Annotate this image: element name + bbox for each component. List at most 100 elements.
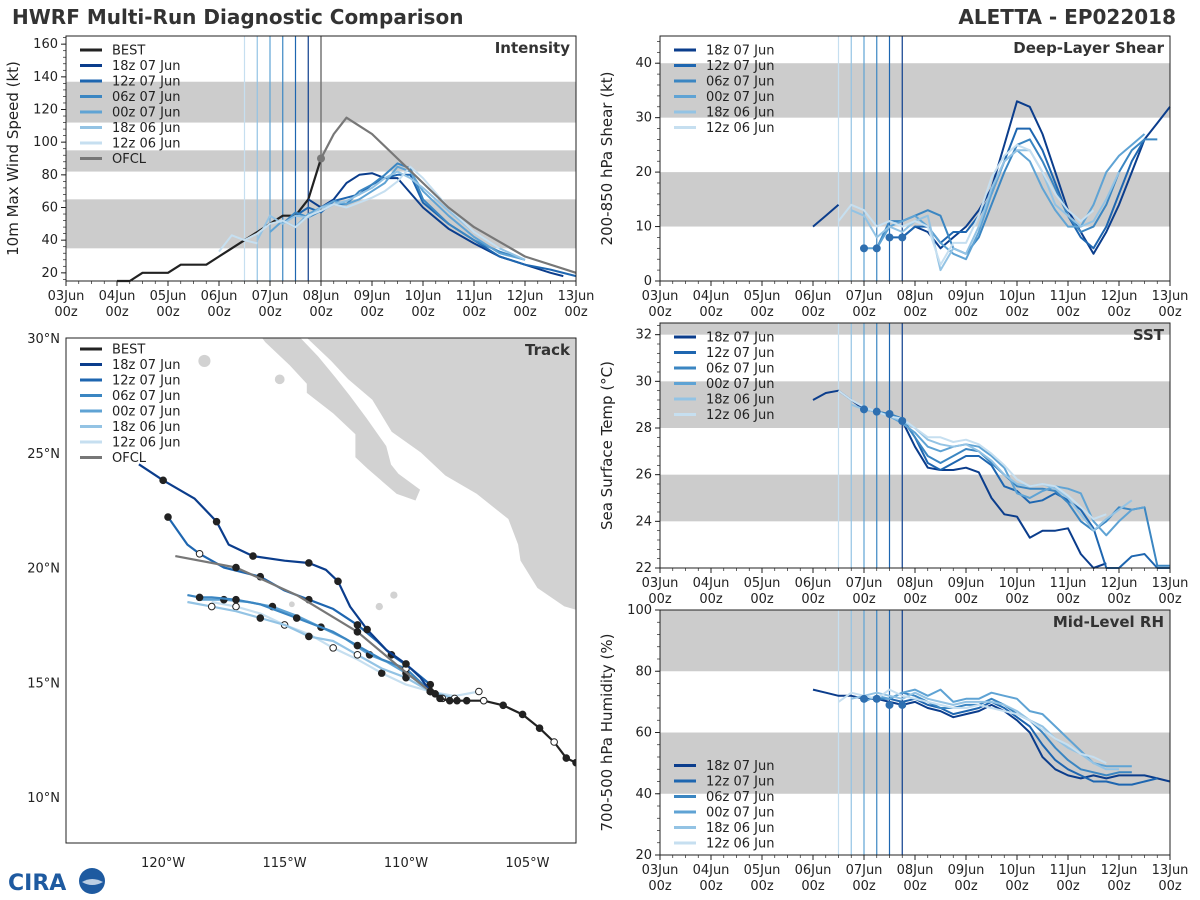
x-tick-date: 07Jun bbox=[846, 289, 883, 304]
y-tick-label: 40 bbox=[635, 56, 652, 71]
init-point-marker bbox=[872, 694, 881, 703]
x-tick-date: 07Jun bbox=[252, 289, 289, 304]
x-tick-date: 03Jun bbox=[642, 576, 679, 591]
series-line-12z-07-jun bbox=[889, 697, 1158, 786]
x-tick-date: 04Jun bbox=[99, 289, 136, 304]
init-point-marker bbox=[860, 694, 868, 703]
track-position-marker bbox=[479, 696, 488, 705]
x-tick-hour: 00z bbox=[699, 592, 723, 607]
track-position-marker bbox=[562, 754, 571, 762]
series-line-12z-06-jun-extra bbox=[218, 234, 258, 253]
track-position-marker bbox=[572, 758, 576, 767]
figure-title: HWRF Multi-Run Diagnostic Comparison bbox=[12, 5, 464, 29]
track-position-marker bbox=[499, 701, 507, 710]
legend-entry-18z-06-jun: 18z 06 Jun bbox=[706, 821, 775, 836]
x-tick-hour: 00z bbox=[207, 305, 231, 320]
legend-entry-ofcl: OFCL bbox=[112, 451, 147, 466]
legend-entry-18z-06-jun: 18z 06 Jun bbox=[112, 420, 181, 435]
y-tick-label: 40 bbox=[41, 233, 58, 248]
x-tick-hour: 00z bbox=[564, 305, 588, 320]
legend-entry-00z-07-jun: 00z 07 Jun bbox=[112, 106, 181, 121]
plot-frame bbox=[65, 337, 577, 844]
x-tick-date: 04Jun bbox=[693, 576, 730, 591]
x-tick-date: 05Jun bbox=[744, 289, 781, 304]
legend-entry-06z-07-jun: 06z 07 Jun bbox=[706, 75, 775, 90]
x-tick-date: 11Jun bbox=[1050, 576, 1087, 591]
shaded-band bbox=[660, 610, 1170, 672]
series-line-18z-07-jun-lead bbox=[812, 204, 840, 228]
legend-entry-best: BEST bbox=[112, 343, 145, 358]
x-tick-hour: 00z bbox=[411, 305, 435, 320]
x-tick-hour: 00z bbox=[699, 879, 723, 894]
cira-logo: CIRA bbox=[8, 868, 105, 896]
x-tick-date: 09Jun bbox=[354, 289, 391, 304]
shaded-band bbox=[660, 381, 1170, 428]
track-position-marker bbox=[535, 724, 544, 733]
track-position-marker bbox=[256, 614, 265, 622]
y-axis-label: 200-850 hPa Shear (kt) bbox=[598, 72, 616, 246]
x-tick-date: 13Jun bbox=[558, 289, 595, 304]
track-position-marker bbox=[207, 602, 216, 611]
legend-entry-18z-07-jun: 18z 07 Jun bbox=[706, 331, 775, 346]
x-tick-date: 08Jun bbox=[897, 863, 934, 878]
x-tick-date: 12Jun bbox=[1101, 576, 1138, 591]
track-position-marker bbox=[353, 628, 362, 636]
x-tick-date: 10Jun bbox=[999, 576, 1036, 591]
x-tick-hour: 00z bbox=[648, 592, 672, 607]
x-tick-date: 10Jun bbox=[999, 863, 1036, 878]
y-tick-label: 30 bbox=[635, 111, 652, 126]
legend-entry-18z-06-jun: 18z 06 Jun bbox=[706, 393, 775, 408]
y-tick-label: 40 bbox=[635, 787, 652, 802]
x-tick-date: 03Jun bbox=[642, 289, 679, 304]
track-position-marker bbox=[159, 476, 167, 485]
x-tick-date: 05Jun bbox=[744, 863, 781, 878]
island bbox=[288, 601, 295, 608]
longitude-label: 115°W bbox=[262, 856, 306, 871]
y-axis-label: 700-500 hPa Humidity (%) bbox=[598, 633, 616, 831]
longitude-label: 110°W bbox=[384, 856, 428, 871]
x-tick-hour: 00z bbox=[1005, 592, 1029, 607]
shaded-band bbox=[660, 323, 1170, 335]
legend-entry-18z-07-jun: 18z 07 Jun bbox=[706, 44, 775, 59]
track-position-marker bbox=[164, 513, 172, 521]
x-tick-date: 04Jun bbox=[693, 289, 730, 304]
panel-title: Intensity bbox=[495, 39, 571, 57]
init-point-marker bbox=[860, 244, 868, 253]
legend-entry-06z-07-jun: 06z 07 Jun bbox=[706, 790, 775, 805]
track-position-marker bbox=[436, 694, 444, 703]
legend-entry-00z-07-jun: 00z 07 Jun bbox=[706, 377, 775, 392]
x-tick-hour: 00z bbox=[801, 305, 825, 320]
legend-entry-12z-07-jun: 12z 07 Jun bbox=[112, 374, 181, 389]
track-position-marker bbox=[334, 577, 342, 586]
legend-entry-18z-06-jun: 18z 06 Jun bbox=[112, 121, 181, 136]
y-tick-label: 80 bbox=[41, 168, 58, 183]
y-axis-label: Sea Surface Temp (°C) bbox=[598, 361, 616, 530]
x-tick-date: 08Jun bbox=[897, 289, 934, 304]
x-tick-date: 12Jun bbox=[1101, 863, 1138, 878]
track-position-marker bbox=[195, 593, 204, 602]
series-line-ofcl bbox=[320, 116, 577, 274]
shaded-band bbox=[660, 172, 1170, 227]
x-tick-hour: 00z bbox=[105, 305, 129, 320]
y-tick-label: 100 bbox=[627, 603, 652, 618]
x-tick-hour: 00z bbox=[903, 305, 927, 320]
x-tick-hour: 00z bbox=[750, 305, 774, 320]
x-tick-hour: 00z bbox=[852, 305, 876, 320]
x-tick-hour: 00z bbox=[648, 305, 672, 320]
init-point-marker bbox=[872, 244, 881, 253]
land-baja-california bbox=[261, 338, 422, 502]
shaded-band bbox=[660, 63, 1170, 118]
track-position-marker bbox=[232, 602, 240, 611]
series-line-12z-06-jun bbox=[244, 165, 501, 250]
latitude-label: 10°N bbox=[27, 791, 60, 806]
y-tick-label: 20 bbox=[41, 266, 58, 281]
series-line-18z-06-jun bbox=[256, 170, 526, 261]
x-tick-hour: 00z bbox=[954, 879, 978, 894]
x-tick-hour: 00z bbox=[801, 879, 825, 894]
series-line-00z-07-jun bbox=[863, 688, 1132, 768]
track-position-marker bbox=[305, 559, 313, 567]
panel-rh: 2040608010003Jun00z04Jun00z05Jun00z06Jun… bbox=[598, 603, 1188, 894]
x-tick-date: 12Jun bbox=[1101, 289, 1138, 304]
x-tick-hour: 00z bbox=[1158, 305, 1182, 320]
